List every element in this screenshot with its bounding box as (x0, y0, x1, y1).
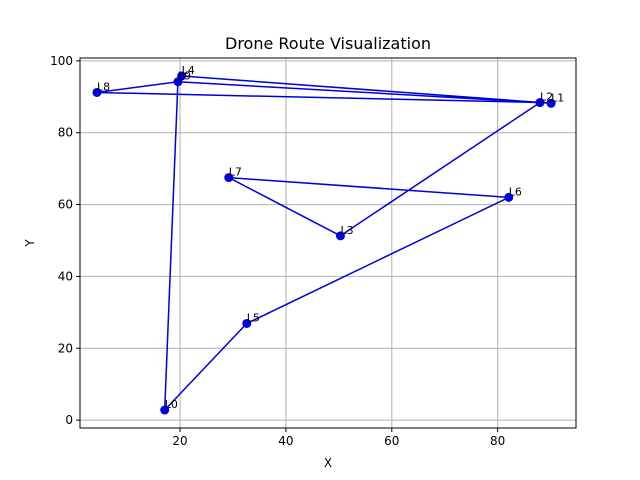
grid-lines (80, 58, 576, 428)
waypoint-label: L4 (182, 64, 195, 77)
waypoint-marker (92, 87, 102, 97)
waypoint-label: L7 (229, 166, 242, 179)
plot-frame (79, 57, 577, 429)
axis-ticks: 20 40 60 80 0 20 40 60 80 100 (50, 54, 505, 448)
waypoint-marker (335, 231, 345, 241)
y-axis-label: Y (23, 239, 37, 248)
y-tick-label: 40 (58, 269, 73, 283)
waypoint-label: L1 (551, 91, 564, 104)
y-tick-label: 0 (65, 413, 73, 427)
waypoint-marker (535, 98, 545, 108)
waypoint-label: L2 (540, 91, 553, 104)
x-axis-label: X (324, 456, 332, 470)
waypoint-marker (242, 318, 252, 328)
waypoint-marker (160, 405, 170, 415)
y-tick-label: 100 (50, 54, 73, 68)
y-tick-label: 60 (58, 198, 73, 212)
x-tick-label: 60 (384, 434, 399, 448)
waypoint-label: L3 (340, 224, 353, 237)
waypoint-label: L8 (97, 80, 110, 93)
waypoint-label: L5 (247, 311, 260, 324)
route-series (92, 71, 556, 415)
y-tick-label: 80 (58, 126, 73, 140)
route-line (96, 75, 552, 411)
waypoint-label: L9 (178, 70, 191, 83)
waypoint-marker (224, 173, 234, 183)
waypoint-marker (504, 192, 514, 202)
x-tick-label: 20 (172, 434, 187, 448)
waypoint-label: L6 (509, 185, 522, 198)
y-tick-label: 20 (58, 341, 73, 355)
chart-title: Drone Route Visualization (225, 34, 431, 53)
x-tick-label: 80 (490, 434, 505, 448)
waypoint-marker (173, 77, 183, 87)
waypoint-label: L0 (165, 398, 178, 411)
waypoint-marker (546, 98, 556, 108)
x-tick-label: 40 (278, 434, 293, 448)
